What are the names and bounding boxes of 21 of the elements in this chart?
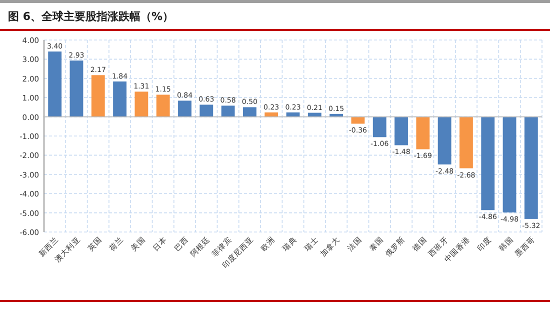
bar [524, 116, 538, 219]
bar [113, 81, 126, 117]
bar [264, 112, 278, 117]
bar [460, 116, 473, 168]
bar [351, 116, 365, 124]
bar [416, 116, 430, 150]
bar [438, 116, 452, 164]
bar [48, 52, 62, 117]
bar [372, 116, 386, 138]
bar [178, 100, 192, 117]
bar [200, 104, 214, 117]
bar [394, 116, 408, 146]
bar [91, 75, 105, 117]
bar [70, 60, 84, 117]
bar [481, 116, 495, 210]
bar [221, 106, 235, 117]
bar [156, 94, 170, 117]
bar [502, 116, 516, 212]
bar [134, 92, 148, 117]
chart-title: 图 6、全球主要股指涨跌幅（%） [8, 10, 174, 23]
bar [242, 107, 256, 117]
